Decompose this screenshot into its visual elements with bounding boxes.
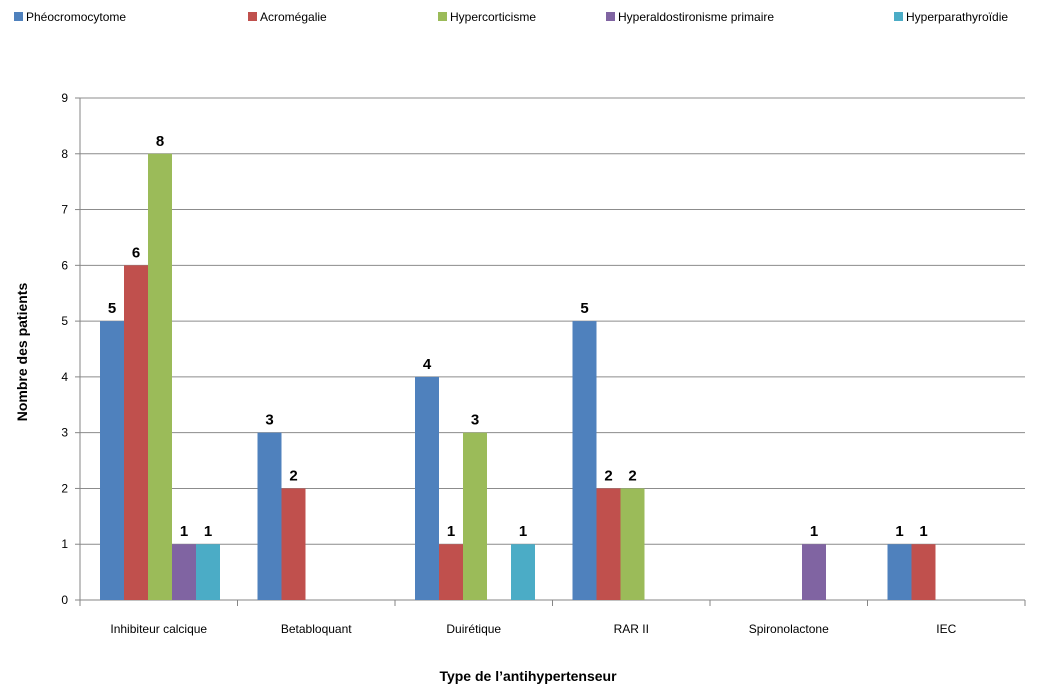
bar-pheocromocytome-betabloquant bbox=[258, 433, 282, 600]
legend-swatch-hyperparathyroidie bbox=[894, 12, 903, 21]
data-label-acromegalie-betabloquant: 2 bbox=[289, 467, 297, 484]
legend-label-acromegalie: Acromégalie bbox=[260, 10, 327, 24]
x-category-label-betabloquant: Betabloquant bbox=[281, 622, 352, 636]
y-tick-label-0: 0 bbox=[61, 593, 68, 607]
bar-acromegalie-iec bbox=[912, 544, 936, 600]
bar-hypercorticisme-inhibiteur-calcique bbox=[148, 154, 172, 600]
bar-hypercorticisme-duiretique bbox=[463, 433, 487, 600]
legend: Phéocromocytome Acromégalie Hypercorticism… bbox=[14, 10, 1008, 24]
data-label-pheocromocytome-rar-ii: 5 bbox=[580, 300, 588, 317]
y-tick-label-9: 9 bbox=[61, 91, 68, 105]
y-tick-label-6: 6 bbox=[61, 258, 68, 272]
gridlines bbox=[80, 98, 1025, 600]
data-label-hypercorticisme-rar-ii: 2 bbox=[628, 467, 636, 484]
legend-swatch-hyperaldostironisme-primaire bbox=[606, 12, 615, 21]
bar-hyperaldostironisme-primaire-inhibiteur-calcique bbox=[172, 544, 196, 600]
data-label-hypercorticisme-inhibiteur-calcique: 8 bbox=[156, 133, 164, 150]
data-label-hyperaldostironisme-primaire-spironolactone: 1 bbox=[810, 523, 818, 540]
x-category-label-iec: IEC bbox=[936, 622, 956, 636]
data-label-acromegalie-rar-ii: 2 bbox=[604, 467, 612, 484]
data-label-pheocromocytome-duiretique: 4 bbox=[423, 356, 432, 373]
bar-hyperaldostironisme-primaire-spironolactone bbox=[802, 544, 826, 600]
y-tick-label-2: 2 bbox=[61, 481, 68, 495]
data-label-acromegalie-duiretique: 1 bbox=[447, 523, 455, 540]
bar-pheocromocytome-rar-ii bbox=[573, 321, 597, 600]
data-label-pheocromocytome-iec: 1 bbox=[895, 523, 903, 540]
data-label-hyperparathyroidie-duiretique: 1 bbox=[519, 523, 527, 540]
data-label-hypercorticisme-duiretique: 3 bbox=[471, 412, 479, 429]
data-label-acromegalie-inhibiteur-calcique: 6 bbox=[132, 244, 140, 261]
x-category-label-inhibiteur-calcique: Inhibiteur calcique bbox=[110, 622, 207, 636]
x-category-label-spironolactone: Spironolactone bbox=[749, 622, 829, 636]
y-tick-label-8: 8 bbox=[61, 147, 68, 161]
bar-acromegalie-inhibiteur-calcique bbox=[124, 265, 148, 600]
x-category-label-duiretique: Duirétique bbox=[446, 622, 501, 636]
legend-swatch-acromegalie bbox=[248, 12, 257, 21]
data-label-hyperparathyroidie-inhibiteur-calcique: 1 bbox=[204, 523, 212, 540]
y-tick-label-3: 3 bbox=[61, 426, 68, 440]
y-tick-label-4: 4 bbox=[61, 370, 68, 384]
bar-acromegalie-duiretique bbox=[439, 544, 463, 600]
legend-label-hyperaldostironisme-primaire: Hyperaldostironisme primaire bbox=[618, 10, 774, 24]
y-tick-label-7: 7 bbox=[61, 203, 68, 217]
bar-acromegalie-rar-ii bbox=[597, 488, 621, 600]
legend-swatch-pheocromocytome bbox=[14, 12, 23, 21]
bar-acromegalie-betabloquant bbox=[282, 488, 306, 600]
bar-pheocromocytome-inhibiteur-calcique bbox=[100, 321, 124, 600]
data-label-acromegalie-iec: 1 bbox=[919, 523, 927, 540]
legend-label-pheocromocytome: Phéocromocytome bbox=[26, 10, 126, 24]
data-label-pheocromocytome-betabloquant: 3 bbox=[265, 412, 273, 429]
legend-swatch-hypercorticisme bbox=[438, 12, 447, 21]
bar-hyperparathyroidie-duiretique bbox=[511, 544, 535, 600]
y-axis-title: Nombre des patients bbox=[14, 283, 30, 422]
data-label-hyperaldostironisme-primaire-inhibiteur-calcique: 1 bbox=[180, 523, 188, 540]
bar-hyperparathyroidie-inhibiteur-calcique bbox=[196, 544, 220, 600]
legend-label-hyperparathyroidie: Hyperparathyroïdie bbox=[906, 10, 1008, 24]
x-axis-title: Type de l’antihypertenseur bbox=[439, 668, 617, 684]
bar-hypercorticisme-rar-ii bbox=[621, 488, 645, 600]
legend-label-hypercorticisme: Hypercorticisme bbox=[450, 10, 536, 24]
y-tick-label-5: 5 bbox=[61, 314, 68, 328]
x-category-label-rar-ii: RAR II bbox=[614, 622, 649, 636]
data-label-pheocromocytome-inhibiteur-calcique: 5 bbox=[108, 300, 116, 317]
bar-pheocromocytome-iec bbox=[888, 544, 912, 600]
y-tick-label-1: 1 bbox=[61, 537, 68, 551]
bar-pheocromocytome-duiretique bbox=[415, 377, 439, 600]
